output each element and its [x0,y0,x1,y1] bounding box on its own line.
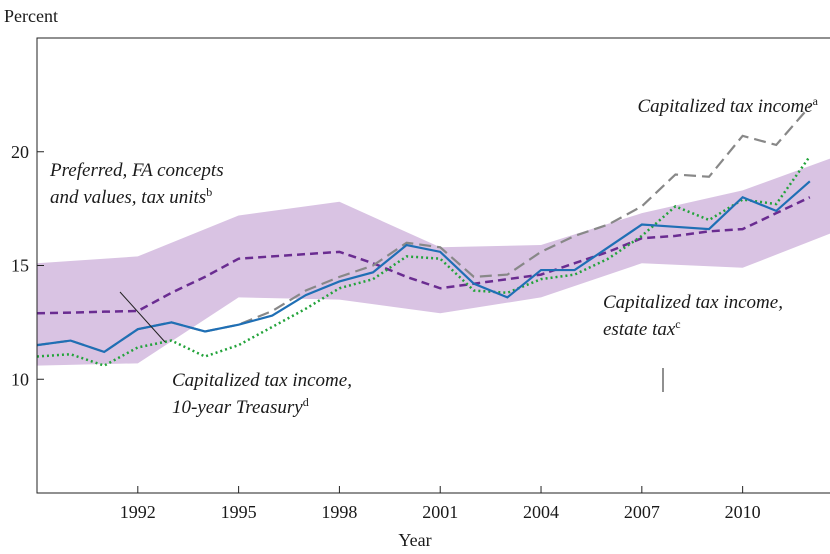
annotation-sup: c [675,317,680,331]
annotations: Capitalized tax incomea Preferred, FA con… [49,94,819,418]
y-axis-label: Percent [4,6,58,26]
annotation: Capitalized tax income, [603,292,783,313]
x-tick-label: 2001 [422,502,458,522]
annotation-sup: b [206,185,212,199]
x-tick-label: 1992 [120,502,156,522]
y-tick-label: 20 [11,142,29,162]
annotation: Capitalized tax income, [172,370,352,391]
x-tick-label: 1995 [221,502,257,522]
annotation: Preferred, FA concepts [49,160,224,181]
annotation-sup: d [303,395,309,409]
x-tick-label: 2007 [624,502,660,522]
plot-area [36,105,830,367]
x-tick-label: 1998 [321,502,357,522]
annotation-text: 10-year Treasury [172,397,303,418]
x-axis-label: Year [398,530,431,550]
series-line [36,180,811,354]
series-line [36,105,811,354]
annotation-text: Capitalized tax income, [172,370,352,391]
leader-line [119,291,166,343]
annotation-text: and values, tax units [50,187,206,208]
x-tick-label: 2010 [725,502,761,522]
annotation: and values, tax unitsb [50,185,212,208]
annotation-text: Capitalized tax income, [603,292,783,313]
annotation-text: Capitalized tax income [637,96,812,117]
annotation-text: estate tax [603,319,676,340]
y-tick-label: 15 [11,256,29,276]
annotation-sup: a [813,94,819,108]
annotation-text: Preferred, FA concepts [49,160,224,181]
range-band [37,158,830,366]
y-tick-label: 10 [11,369,29,389]
series-line [36,155,811,367]
series-line [36,196,811,315]
annotation: Capitalized tax incomea [637,94,818,117]
x-tick-label: 2004 [523,502,559,522]
annotation: estate taxc [603,317,681,340]
annotation: 10-year Treasuryd [172,395,309,418]
